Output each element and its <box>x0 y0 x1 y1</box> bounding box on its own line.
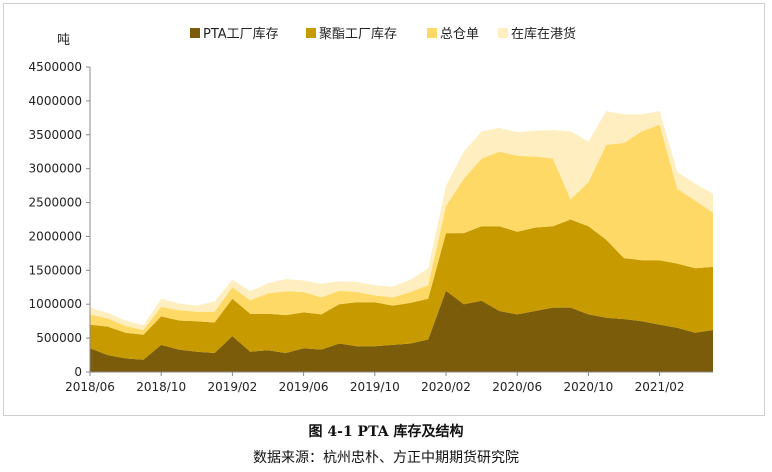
y-tick-label: 3500000 <box>29 128 82 142</box>
data-source-note: 数据来源：杭州忠朴、方正中期期货研究院 <box>253 450 519 466</box>
legend-label-2: 聚酯工厂库存 <box>319 26 397 42</box>
legend-label-3: 总仓单 <box>440 27 479 42</box>
axes: 0 500000 1000000 1500000 2000000 2500000 30000… <box>29 60 713 394</box>
x-tick-label: 2018/06 <box>65 380 115 394</box>
legend: PTA工厂库存 聚酯工厂库存 总仓单 在库在港货 <box>190 26 576 42</box>
y-tick-label: 0 <box>74 365 82 379</box>
series-areas <box>90 111 713 372</box>
series-area-1 <box>90 290 713 372</box>
y-tick-label: 4000000 <box>29 94 82 108</box>
series-area-2 <box>90 219 713 360</box>
y-tick-label: 500000 <box>36 331 82 345</box>
y-tick-label: 2500000 <box>29 196 82 210</box>
x-tick-label: 2019/10 <box>350 380 400 394</box>
y-axis-unit-label: 吨 <box>57 33 70 48</box>
y-tick-label: 2000000 <box>29 229 82 243</box>
x-tick-label: 2020/06 <box>492 380 542 394</box>
legend-swatch-4 <box>498 28 508 38</box>
y-tick-label: 1000000 <box>29 297 82 311</box>
y-tick-label: 1500000 <box>29 263 82 277</box>
legend-label-1: PTA工厂库存 <box>203 26 279 42</box>
figure-caption: 图 4-1 PTA 库存及结构 <box>308 424 464 440</box>
x-tick-label: 2019/06 <box>279 380 329 394</box>
legend-swatch-3 <box>427 28 437 38</box>
x-tick-label: 2018/10 <box>136 380 186 394</box>
x-tick-label: 2019/02 <box>207 380 257 394</box>
y-tick-label: 3000000 <box>29 162 82 176</box>
legend-swatch-2 <box>306 28 316 38</box>
legend-swatch-1 <box>190 28 200 38</box>
x-tick-label: 2021/02 <box>635 380 685 394</box>
series-area-4 <box>90 111 713 330</box>
y-tick-label: 4500000 <box>29 60 82 74</box>
inventory-stacked-area-chart: PTA工厂库存 聚酯工厂库存 总仓单 在库在港货 吨 0 500000 1000000 15… <box>29 26 713 394</box>
x-tick-label: 2020/10 <box>563 380 613 394</box>
x-tick-label: 2020/02 <box>421 380 471 394</box>
chart-frame <box>3 3 765 416</box>
legend-label-4: 在库在港货 <box>511 26 576 42</box>
series-area-3 <box>90 124 713 335</box>
